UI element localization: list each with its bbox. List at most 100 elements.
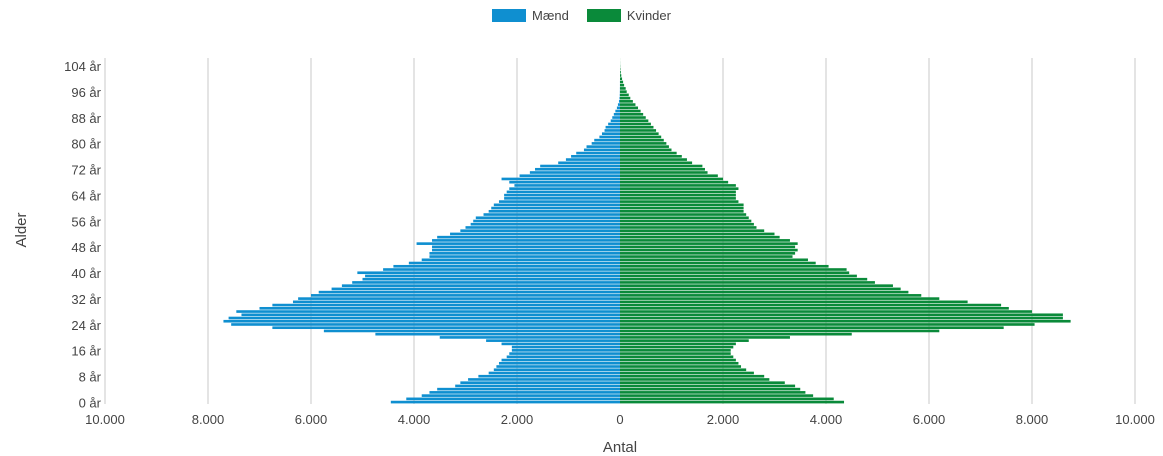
- bar-maend-age-93[interactable]: [618, 100, 620, 103]
- bar-kvinder-age-44[interactable]: [620, 258, 808, 262]
- bar-maend-age-51[interactable]: [437, 235, 620, 239]
- bar-kvinder-age-3[interactable]: [620, 391, 806, 394]
- bar-kvinder-age-30[interactable]: [620, 303, 1002, 307]
- bar-kvinder-age-27[interactable]: [620, 313, 1063, 317]
- bar-kvinder-age-49[interactable]: [620, 242, 798, 245]
- bar-maend-age-19[interactable]: [486, 339, 620, 342]
- bar-maend-age-30[interactable]: [272, 303, 620, 307]
- bar-kvinder-age-21[interactable]: [620, 332, 852, 336]
- bar-maend-age-10[interactable]: [493, 368, 620, 372]
- legend-item-kvinder[interactable]: Kvinder: [586, 8, 671, 23]
- bar-kvinder-age-11[interactable]: [620, 365, 742, 368]
- bar-kvinder-age-13[interactable]: [620, 358, 736, 362]
- bar-kvinder-age-69[interactable]: [620, 177, 723, 181]
- bar-maend-age-3[interactable]: [429, 391, 620, 394]
- bar-kvinder-age-52[interactable]: [620, 232, 775, 236]
- bar-kvinder-age-41[interactable]: [620, 268, 847, 271]
- bar-kvinder-age-37[interactable]: [620, 281, 875, 284]
- bar-kvinder-age-88[interactable]: [620, 116, 646, 119]
- bar-kvinder-age-33[interactable]: [620, 294, 922, 297]
- bar-maend-age-14[interactable]: [506, 355, 620, 359]
- bar-maend-age-20[interactable]: [439, 336, 620, 339]
- bar-maend-age-32[interactable]: [298, 297, 620, 300]
- bar-maend-age-74[interactable]: [558, 161, 620, 165]
- bar-kvinder-age-45[interactable]: [620, 255, 793, 258]
- bar-maend-age-11[interactable]: [496, 365, 620, 368]
- bar-maend-age-35[interactable]: [331, 287, 620, 291]
- bar-maend-age-54[interactable]: [465, 226, 621, 229]
- bar-kvinder-age-58[interactable]: [620, 213, 747, 216]
- bar-kvinder-age-1[interactable]: [620, 397, 834, 401]
- bar-maend-age-33[interactable]: [311, 294, 620, 297]
- bar-maend-age-56[interactable]: [473, 219, 620, 223]
- bar-kvinder-age-54[interactable]: [620, 226, 757, 229]
- bar-maend-age-2[interactable]: [421, 394, 620, 397]
- bar-kvinder-age-90[interactable]: [620, 109, 641, 113]
- bar-kvinder-age-4[interactable]: [620, 387, 801, 391]
- bar-maend-age-72[interactable]: [535, 167, 620, 171]
- bar-maend-age-38[interactable]: [362, 277, 621, 281]
- bar-kvinder-age-95[interactable]: [620, 93, 629, 97]
- bar-kvinder-age-59[interactable]: [620, 209, 744, 213]
- bar-maend-age-85[interactable]: [605, 125, 620, 129]
- bar-maend-age-68[interactable]: [509, 180, 620, 184]
- bar-maend-age-53[interactable]: [460, 229, 620, 233]
- bar-maend-age-7[interactable]: [468, 378, 620, 381]
- bar-kvinder-age-51[interactable]: [620, 235, 780, 239]
- bar-kvinder-age-53[interactable]: [620, 229, 765, 233]
- bar-kvinder-age-39[interactable]: [620, 274, 857, 278]
- bar-maend-age-80[interactable]: [591, 142, 620, 145]
- bar-kvinder-age-89[interactable]: [620, 112, 644, 116]
- bar-kvinder-age-56[interactable]: [620, 219, 752, 223]
- bar-kvinder-age-42[interactable]: [620, 264, 829, 268]
- bar-maend-age-26[interactable]: [228, 316, 620, 320]
- bar-kvinder-age-15[interactable]: [620, 352, 731, 355]
- bar-maend-age-71[interactable]: [529, 171, 620, 174]
- bar-kvinder-age-101[interactable]: [620, 74, 622, 77]
- bar-maend-age-73[interactable]: [540, 164, 620, 168]
- bar-kvinder-age-82[interactable]: [620, 135, 662, 139]
- bar-kvinder-age-77[interactable]: [620, 151, 677, 155]
- bar-kvinder-age-6[interactable]: [620, 381, 785, 384]
- bar-maend-age-90[interactable]: [615, 109, 620, 113]
- bar-kvinder-age-34[interactable]: [620, 290, 909, 294]
- bar-kvinder-age-61[interactable]: [620, 203, 744, 207]
- bar-maend-age-82[interactable]: [599, 135, 620, 139]
- bar-maend-age-52[interactable]: [450, 232, 620, 236]
- bar-maend-age-89[interactable]: [613, 112, 620, 116]
- bar-maend-age-31[interactable]: [292, 300, 620, 304]
- bar-kvinder-age-96[interactable]: [620, 90, 627, 93]
- bar-maend-age-86[interactable]: [608, 122, 620, 126]
- bar-kvinder-age-67[interactable]: [620, 184, 736, 187]
- bar-maend-age-57[interactable]: [475, 216, 620, 220]
- bar-kvinder-age-84[interactable]: [620, 129, 657, 132]
- bar-kvinder-age-16[interactable]: [620, 349, 731, 352]
- bar-maend-age-6[interactable]: [460, 381, 620, 384]
- bar-kvinder-age-10[interactable]: [620, 368, 747, 372]
- bar-kvinder-age-92[interactable]: [620, 103, 636, 106]
- bar-kvinder-age-29[interactable]: [620, 306, 1009, 310]
- bar-kvinder-age-18[interactable]: [620, 342, 736, 346]
- bar-maend-age-18[interactable]: [501, 342, 620, 346]
- bar-kvinder-age-78[interactable]: [620, 148, 672, 152]
- bar-kvinder-age-86[interactable]: [620, 122, 651, 126]
- bar-maend-age-75[interactable]: [565, 158, 620, 161]
- bar-kvinder-age-50[interactable]: [620, 239, 790, 242]
- bar-maend-age-65[interactable]: [506, 190, 620, 194]
- bar-maend-age-36[interactable]: [341, 284, 620, 287]
- bar-maend-age-88[interactable]: [612, 116, 620, 119]
- bar-maend-age-50[interactable]: [432, 239, 620, 242]
- bar-maend-age-17[interactable]: [511, 345, 620, 349]
- bar-kvinder-age-25[interactable]: [620, 319, 1071, 323]
- bar-kvinder-age-17[interactable]: [620, 345, 734, 349]
- bar-maend-age-8[interactable]: [478, 374, 620, 378]
- bar-maend-age-45[interactable]: [429, 255, 620, 258]
- bar-maend-age-41[interactable]: [383, 268, 620, 271]
- bar-kvinder-age-8[interactable]: [620, 374, 765, 378]
- bar-maend-age-48[interactable]: [432, 245, 620, 249]
- bar-kvinder-age-35[interactable]: [620, 287, 901, 291]
- bar-maend-age-37[interactable]: [352, 281, 620, 284]
- bar-maend-age-9[interactable]: [488, 371, 620, 375]
- bar-kvinder-age-14[interactable]: [620, 355, 734, 359]
- bar-kvinder-age-5[interactable]: [620, 384, 796, 388]
